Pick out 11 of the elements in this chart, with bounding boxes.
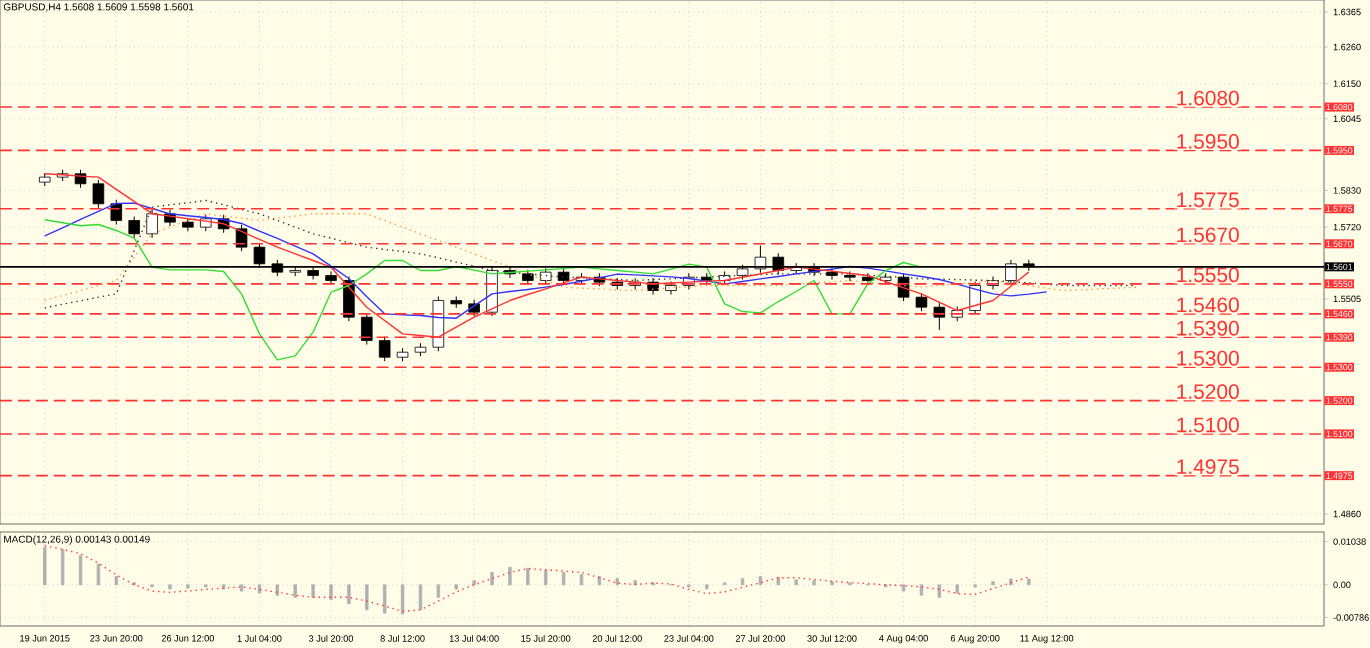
- ref-line-label: 1.5200: [1177, 384, 1239, 399]
- ref-line-label: 1.5950: [1177, 134, 1239, 149]
- ref-line-label: 1.5550: [1177, 267, 1239, 283]
- ref-line-label: 1.5100: [1177, 417, 1239, 433]
- ref-line-label: 1.6080: [1177, 90, 1239, 106]
- ref-line-label: 1.5775: [1177, 192, 1239, 208]
- ref-line-label: 1.5460: [1177, 297, 1239, 313]
- ref-line-label: 1.4975: [1177, 459, 1239, 475]
- ref-line-label: 1.5670: [1177, 227, 1239, 243]
- ref-line-label: 1.5300: [1177, 350, 1239, 366]
- ref-line-label: 1.5390: [1177, 320, 1239, 336]
